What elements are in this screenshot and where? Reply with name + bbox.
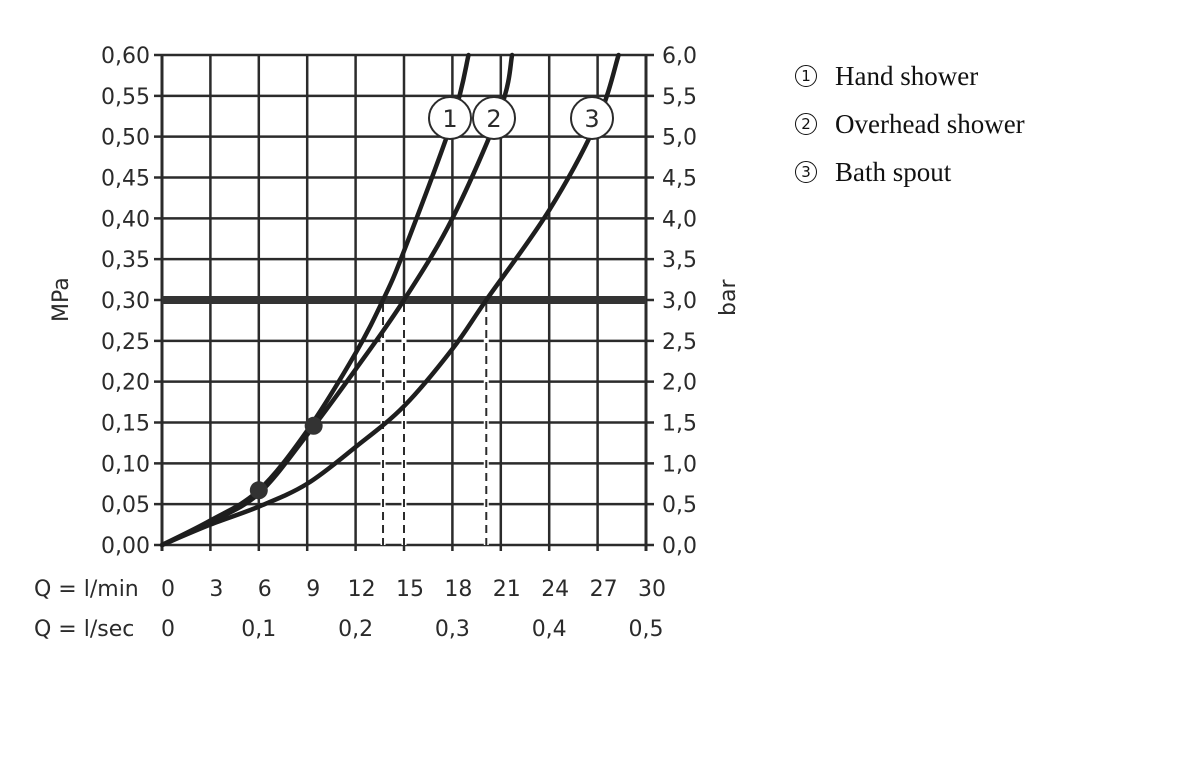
y-tick-label: 0,15 [101,412,150,437]
y-axis-title-secondary: bar [716,279,741,316]
curve-marker-circle [472,96,516,140]
y-tick-label: 0,35 [101,248,150,273]
legend: 1 Hand shower 2 Overhead shower 3 Bath s… [795,52,1025,196]
x-tick-label: 27 [590,577,618,602]
y-tick-label-secondary: 0,0 [662,534,697,559]
curve-marker-circle [570,96,614,140]
x-tick-label: 24 [541,577,569,602]
x-axis-label-secondary: Q = l/sec [34,617,134,642]
y-tick-label-secondary: 6,0 [662,44,697,69]
y-tick-label: 0,60 [101,44,150,69]
curve-marker-number: 3 [584,105,599,133]
curve-marker-number: 1 [442,105,457,133]
x-tick-label: 3 [209,577,223,602]
y-tick-label-secondary: 4,0 [662,207,697,232]
circled-number-icon: 1 [795,65,817,87]
circled-number-icon: 3 [795,161,817,183]
x-tick-label: 21 [493,577,521,602]
y-axis-title: MPa [49,277,74,322]
y-tick-label: 0,00 [101,534,150,559]
x-tick-label-secondary: 0,3 [435,617,470,642]
curve-bath-spout [159,52,621,548]
y-tick-label: 0,40 [101,207,150,232]
x-tick-label: 15 [396,577,424,602]
y-tick-label-secondary: 1,5 [662,412,697,437]
y-tick-label-secondary: 5,5 [662,85,697,110]
y-tick-label-secondary: 4,5 [662,167,697,192]
y-tick-label-secondary: 3,0 [662,289,697,314]
legend-item-overhead-shower: 2 Overhead shower [795,100,1025,148]
y-tick-label: 0,25 [101,330,150,355]
y-tick-label-secondary: 1,0 [662,452,697,477]
y-tick-label: 0,20 [101,371,150,396]
y-tick-label: 0,50 [101,126,150,151]
y-tick-label-secondary: 5,0 [662,126,697,151]
x-tick-label: 30 [638,577,666,602]
curve-marker-number: 2 [486,105,501,133]
x-tick-label: 0 [161,577,175,602]
legend-label: Bath spout [835,156,952,187]
y-tick-label: 0,10 [101,452,150,477]
y-tick-label-secondary: 0,5 [662,493,697,518]
y-tick-label: 0,45 [101,167,150,192]
y-tick-label-secondary: 3,5 [662,248,697,273]
x-tick-label-secondary: 0,4 [532,617,567,642]
legend-label: Overhead shower [835,108,1025,139]
x-tick-label-secondary: 0 [161,617,175,642]
y-tick-label: 0,30 [101,289,150,314]
legend-item-hand-shower: 1 Hand shower [795,52,1025,100]
x-axis-label: Q = l/min [34,577,139,602]
x-tick-label-secondary: 0,2 [338,617,373,642]
y-tick-label: 0,05 [101,493,150,518]
y-tick-label-secondary: 2,5 [662,330,697,355]
y-tick-label: 0,55 [101,85,150,110]
circled-number-icon: 2 [795,113,817,135]
x-tick-label: 9 [306,577,320,602]
x-tick-label: 12 [348,577,376,602]
legend-item-bath-spout: 3 Bath spout [795,148,1025,196]
curve-overhead-shower [159,52,515,548]
y-tick-label-secondary: 2,0 [662,371,697,396]
data-point-dot [249,481,268,500]
x-tick-label: 6 [258,577,272,602]
curve-marker-circle [428,96,472,140]
x-tick-label-secondary: 0,5 [629,617,664,642]
legend-label: Hand shower [835,60,979,91]
x-tick-label: 18 [444,577,472,602]
x-tick-label-secondary: 0,1 [241,617,276,642]
data-point-dot [304,416,323,435]
